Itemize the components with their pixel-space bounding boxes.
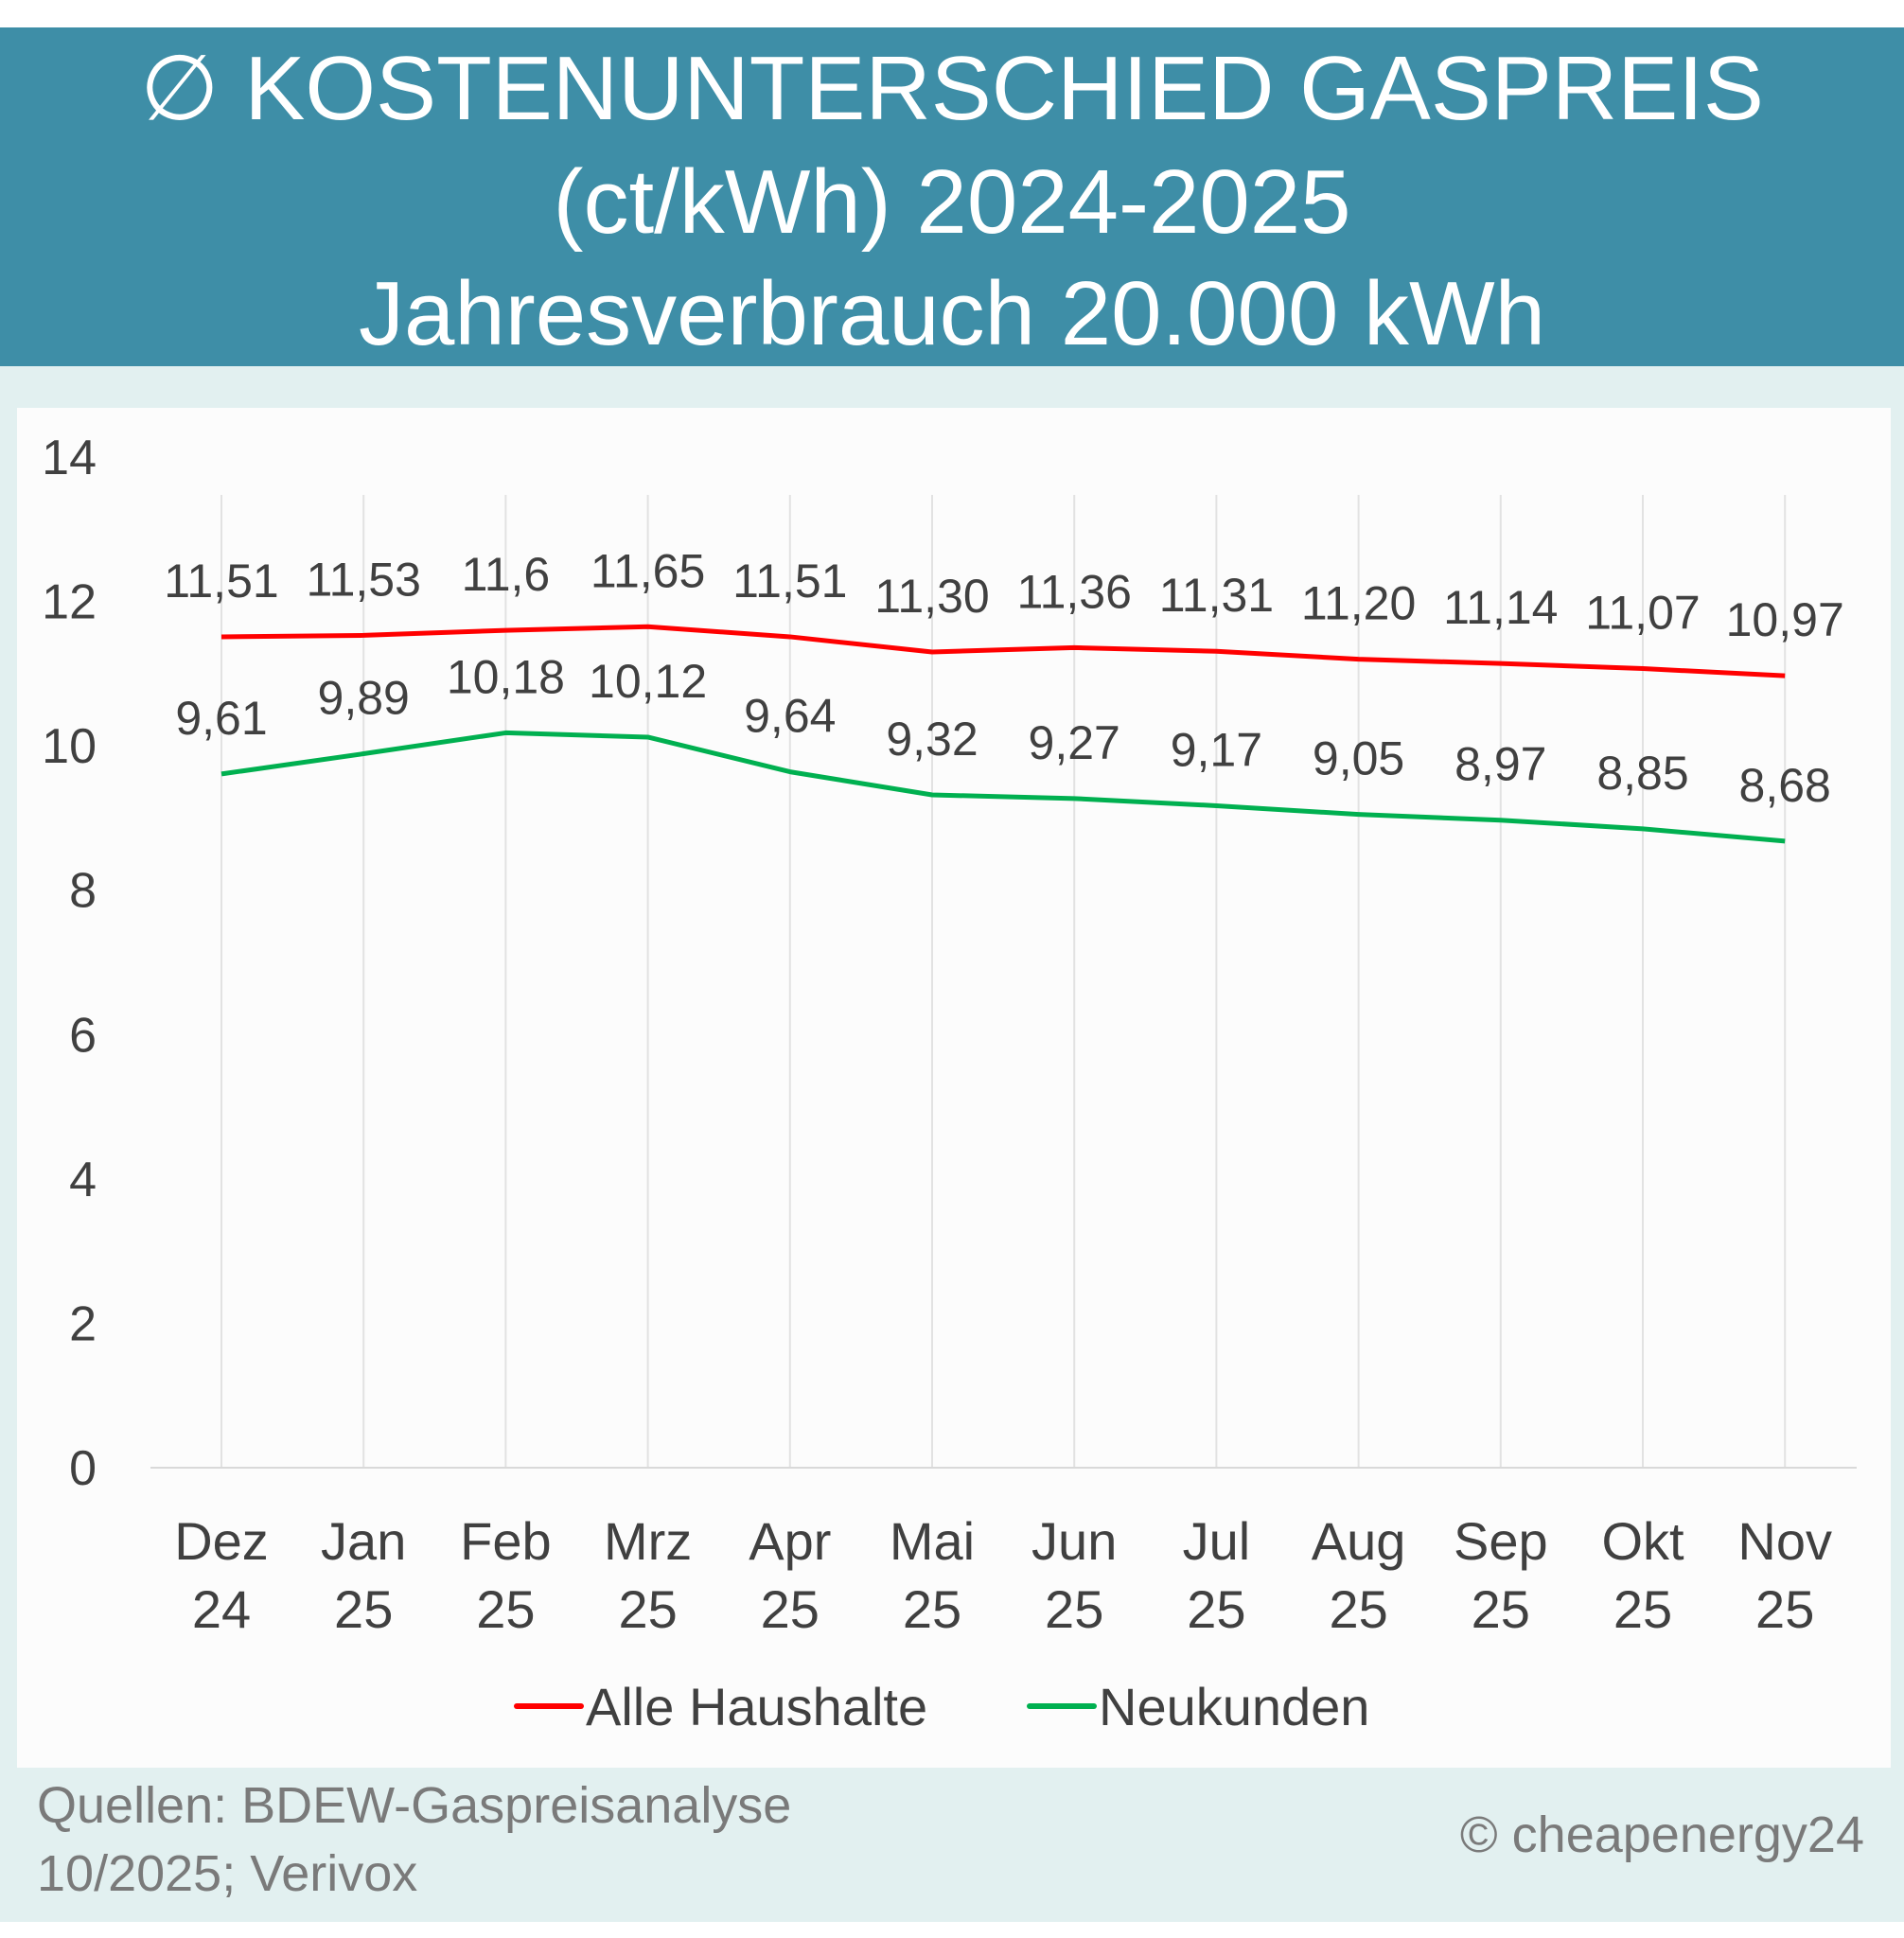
source-line-1: Quellen: BDEW-Gaspreisanalyse (37, 1777, 792, 1834)
chart-title-line-1: ∅ KOSTENUNTERSCHIED GASPREIS (140, 38, 1764, 139)
chart-title-line-2: (ct/kWh) 2024-2025 (553, 151, 1351, 253)
x-tick-label-month: Jan (321, 1511, 406, 1571)
title-banner: ∅ KOSTENUNTERSCHIED GASPREIS (ct/kWh) 20… (0, 27, 1904, 366)
series-line-neukunden (220, 730, 1786, 844)
data-label: 9,32 (886, 713, 978, 766)
data-label: 11,6 (462, 548, 551, 601)
data-label: 11,31 (1159, 569, 1274, 622)
data-label: 11,36 (1016, 565, 1131, 618)
x-tick-label-year: 25 (1472, 1579, 1530, 1639)
x-tick-label-year: 25 (1755, 1579, 1814, 1639)
legend-label: Alle Haushalte (586, 1677, 927, 1736)
y-tick-label: 10 (42, 719, 97, 774)
x-tick-label-year: 25 (476, 1579, 535, 1639)
x-tick-label-month: Jun (1031, 1511, 1117, 1571)
x-tick-label-month: Apr (749, 1511, 831, 1571)
x-tick-label-year: 25 (1613, 1579, 1672, 1639)
y-tick-label: 2 (69, 1296, 97, 1351)
x-tick-label-year: 25 (903, 1579, 961, 1639)
data-label: 9,61 (175, 692, 267, 745)
chart-subtitle: Jahresverbrauch 20.000 kWh (359, 263, 1545, 364)
legend-label: Neukunden (1099, 1677, 1369, 1736)
copyright-notice: © cheapenergy24 (1459, 1806, 1864, 1863)
x-tick-label-year: 25 (1045, 1579, 1103, 1639)
x-tick-label-year: 25 (761, 1579, 820, 1639)
data-label: 11,51 (164, 555, 278, 608)
data-label: 10,12 (589, 655, 707, 708)
data-label: 11,53 (306, 553, 420, 606)
data-label: 9,89 (318, 672, 410, 725)
x-tick-label-month: Mrz (604, 1511, 692, 1571)
data-label: 11,14 (1443, 581, 1558, 634)
x-tick-label-month: Aug (1312, 1511, 1406, 1571)
data-label: 11,51 (732, 555, 847, 608)
x-tick-label-month: Dez (174, 1511, 269, 1571)
x-tick-label-month: Mai (890, 1511, 975, 1571)
y-tick-label: 6 (69, 1008, 97, 1063)
data-label: 10,18 (447, 650, 565, 703)
x-tick-label-year: 25 (618, 1579, 677, 1639)
x-tick-label-year: 24 (192, 1579, 251, 1639)
y-tick-label: 8 (69, 864, 97, 919)
x-tick-label-month: Feb (460, 1511, 552, 1571)
source-line-2: 10/2025; Verivox (37, 1845, 418, 1902)
x-tick-label-month: Jul (1183, 1511, 1251, 1571)
x-tick-label-month: Okt (1601, 1511, 1684, 1571)
data-label: 8,85 (1596, 747, 1688, 800)
series-line-alle-haushalte (220, 624, 1786, 678)
x-tick-label-month: Sep (1454, 1511, 1548, 1571)
data-label: 8,68 (1739, 759, 1831, 812)
y-tick-label: 14 (42, 431, 97, 485)
data-label: 11,20 (1301, 577, 1416, 630)
y-tick-label: 12 (42, 575, 97, 630)
data-label: 11,65 (591, 544, 705, 597)
data-label: 9,17 (1171, 723, 1262, 776)
data-label: 9,64 (744, 690, 836, 743)
data-label: 9,27 (1029, 716, 1120, 769)
data-label: 9,05 (1313, 732, 1404, 785)
data-label: 11,07 (1585, 587, 1700, 640)
y-tick-label: 4 (69, 1153, 97, 1207)
x-tick-label-year: 25 (334, 1579, 393, 1639)
data-label: 8,97 (1454, 738, 1546, 791)
data-label: 11,30 (874, 570, 989, 623)
y-tick-label: 0 (69, 1441, 97, 1496)
x-tick-label-year: 25 (1187, 1579, 1245, 1639)
x-tick-label-year: 25 (1329, 1579, 1387, 1639)
x-tick-label-month: Nov (1737, 1511, 1832, 1571)
data-label: 10,97 (1726, 593, 1844, 646)
